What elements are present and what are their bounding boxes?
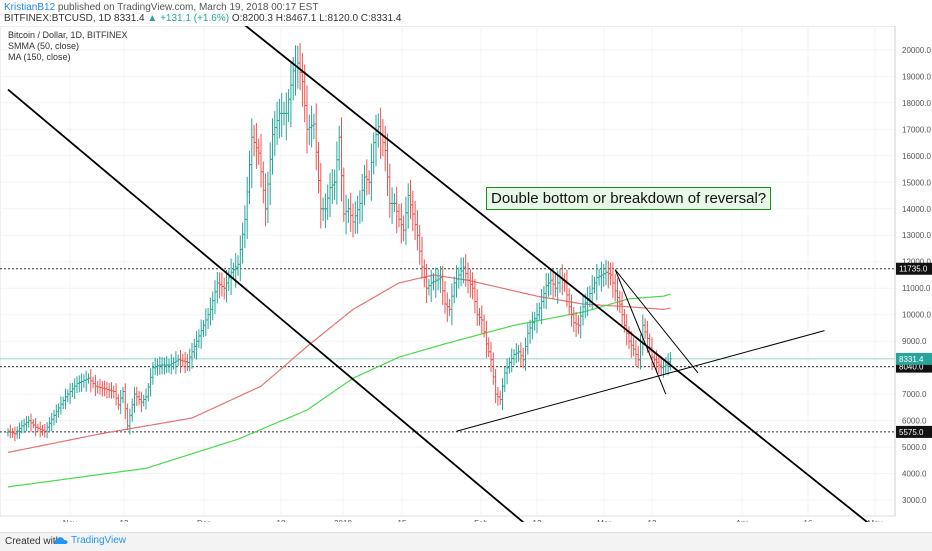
chart-header: KristianB12 published on TradingView.com…: [0, 0, 932, 26]
legend-series: Bitcoin / Dollar, 1D, BITFINEX: [8, 30, 128, 40]
chart-legend: Bitcoin / Dollar, 1D, BITFINEX SMMA (50,…: [8, 30, 128, 63]
legend-ma: MA (150, close): [8, 52, 71, 62]
x-tick-label: Feb: [474, 519, 488, 522]
trend-line[interactable]: [614, 269, 667, 395]
legend-smma: SMMA (50, close): [8, 41, 80, 51]
x-tick-label: Dec: [197, 519, 211, 522]
level-label: 8040.0: [899, 363, 924, 372]
x-tick-label: May: [867, 519, 882, 522]
y-tick-label: 12000.0: [902, 258, 931, 267]
level-label-bg: [896, 425, 932, 438]
ma-line: [7, 293, 671, 488]
x-tick-label: 18: [277, 519, 286, 522]
symbol-label: BITFINEX:BTCUSD, 1D: [4, 13, 112, 24]
x-tick-label: Nov: [63, 519, 77, 522]
up-arrow-icon: ▲: [147, 13, 158, 24]
footer: Created with TradingView: [0, 532, 932, 551]
y-tick-label: 11000.0: [902, 284, 931, 293]
y-tick-label: 15000.0: [902, 178, 931, 187]
y-tick-label: 17000.0: [902, 125, 931, 134]
y-tick-label: 19000.0: [902, 72, 931, 81]
last-price-label: 8331.4: [899, 355, 924, 364]
trend-line[interactable]: [614, 269, 699, 374]
plot-frame: [0, 26, 896, 517]
chart-area[interactable]: 3000.04000.05000.06000.07000.08000.09000…: [0, 26, 932, 522]
x-tick-label: Apr: [736, 519, 749, 522]
y-tick-label: 7000.0: [902, 390, 927, 399]
last-price-label-bg: [896, 352, 932, 365]
y-tick-label: 10000.0: [902, 311, 931, 320]
publish-text: published on TradingView.com, March 19, …: [57, 2, 319, 13]
y-tick-label: 9000.0: [902, 337, 927, 346]
tradingview-brand: TradingView: [71, 535, 127, 546]
smma-line: [7, 274, 671, 453]
y-tick-label: 6000.0: [902, 417, 927, 426]
x-tick-label: 15: [398, 519, 407, 522]
trend-line[interactable]: [7, 88, 560, 522]
ohlc-bar: [668, 351, 672, 371]
y-tick-label: 13000.0: [902, 231, 931, 240]
y-tick-label: 18000.0: [902, 99, 931, 108]
y-tick-label: 14000.0: [902, 205, 931, 214]
author-link[interactable]: KristianB12: [4, 2, 56, 13]
price-chart[interactable]: 3000.04000.05000.06000.07000.08000.09000…: [0, 26, 932, 522]
x-tick-label: Mar: [597, 519, 611, 522]
level-label: 5575.0: [899, 428, 924, 437]
x-tick-label: 13: [120, 519, 129, 522]
y-tick-label: 20000.0: [902, 46, 931, 55]
trend-line[interactable]: [456, 330, 825, 432]
x-tick-label: 2018: [334, 519, 352, 522]
y-tick-label: 4000.0: [902, 470, 927, 479]
publish-info: KristianB12 published on TradingView.com…: [4, 2, 318, 13]
y-tick-label: 16000.0: [902, 152, 931, 161]
cloud-icon: [54, 537, 68, 544]
x-tick-label: 12: [533, 519, 542, 522]
created-with-text: Created with: [5, 536, 62, 547]
last-price: 8331.4: [114, 13, 145, 24]
trend-line[interactable]: [243, 26, 873, 522]
y-tick-label: 5000.0: [902, 443, 927, 452]
annotation-textbox[interactable]: Double bottom or breakdown of reversal?: [486, 187, 772, 210]
x-tick-label: 16: [804, 519, 813, 522]
tradingview-logo[interactable]: TradingView: [54, 535, 126, 546]
y-tick-label: 3000.0: [902, 496, 927, 505]
level-label-bg: [896, 262, 932, 275]
ohlc-values: O:8200.3 H:8467.1 L:8120.0 C:8331.4: [231, 13, 402, 24]
price-change: +131.1 (+1.6%): [160, 13, 230, 24]
quote-line: BITFINEX:BTCUSD, 1D 8331.4 ▲ +131.1 (+1.…: [4, 13, 401, 24]
x-tick-label: 12: [648, 519, 657, 522]
level-label: 11735.0: [899, 265, 928, 274]
